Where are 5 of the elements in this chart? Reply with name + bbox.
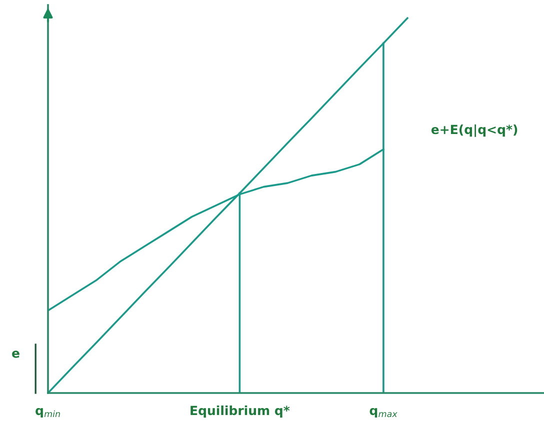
annotation: e+E(q|q<q*) xyxy=(431,124,518,137)
x-tick-label: q$_{min}$ xyxy=(36,408,60,418)
x-tick-label: q$_{max}$ xyxy=(370,408,398,418)
text: e xyxy=(12,350,20,358)
x-tick-label: Equilibrium q* xyxy=(190,406,290,418)
